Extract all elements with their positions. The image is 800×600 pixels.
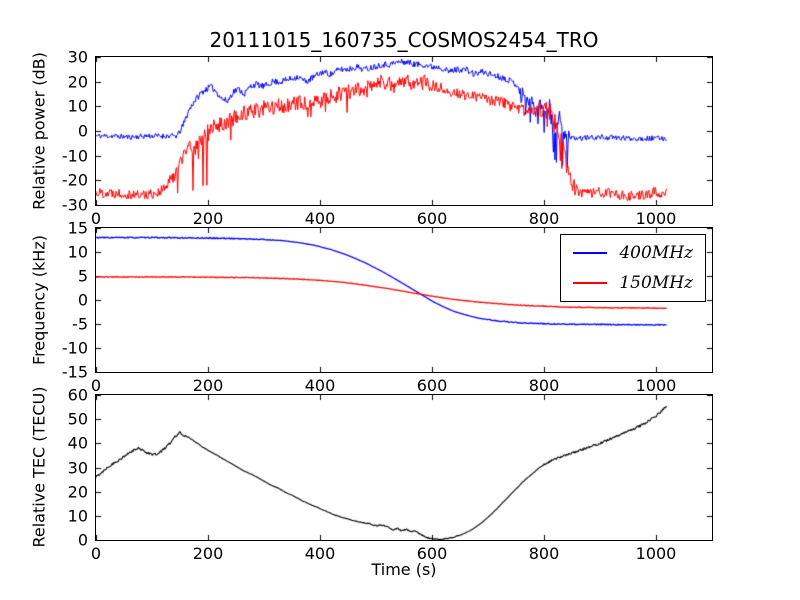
y-tick-label: -5 — [72, 314, 88, 334]
x-tick-label: 0 — [90, 376, 102, 395]
y-tick-label: -30 — [61, 195, 88, 215]
legend-line-400mhz-icon — [573, 252, 608, 254]
y-tick-label: 30 — [67, 47, 88, 67]
y-tick-label: 60 — [67, 385, 88, 405]
power-ylabel: Relative power (dB) — [29, 52, 49, 210]
x-tick-label: 600 — [416, 209, 448, 228]
y-tick-label: 20 — [67, 482, 88, 502]
legend-label-400mhz: 400MHz — [619, 243, 693, 263]
y-tick-label: 10 — [67, 242, 88, 262]
x-tick-label: 600 — [416, 544, 448, 563]
y-tick-label: 0 — [77, 530, 88, 550]
frequency-ylabel: Frequency (kHz) — [29, 235, 49, 365]
x-tick-label: 400 — [304, 376, 336, 395]
time-xlabel: Time (s) — [371, 560, 437, 579]
x-tick-label: 1000 — [635, 209, 677, 228]
chart-title: 20111015_160735_COSMOS2454_TRO — [209, 28, 599, 52]
y-tick-label: 10 — [67, 96, 88, 116]
x-tick-label: 0 — [90, 209, 102, 228]
x-tick-label: 0 — [90, 544, 102, 563]
x-tick-label: 600 — [416, 376, 448, 395]
legend: 400MHz 150MHz — [560, 234, 706, 302]
x-tick-label: 800 — [528, 544, 560, 563]
legend-entry-150mhz: 150MHz — [573, 273, 693, 293]
y-tick-label: 20 — [67, 72, 88, 92]
tec-ylabel: Relative TEC (TECU) — [29, 386, 49, 548]
y-tick-label: -15 — [61, 362, 88, 382]
x-tick-label: 800 — [528, 376, 560, 395]
legend-label-150mhz: 150MHz — [619, 273, 693, 293]
x-tick-label: 400 — [304, 209, 336, 228]
y-tick-label: 10 — [67, 506, 88, 526]
y-tick-label: -10 — [61, 338, 88, 358]
frequency-plot: 400MHz 150MHz — [95, 227, 713, 373]
legend-entry-400mhz: 400MHz — [573, 243, 693, 263]
y-tick-label: 0 — [77, 121, 88, 141]
y-tick-label: 30 — [67, 458, 88, 477]
x-tick-label: 1000 — [635, 544, 677, 563]
x-tick-label: 1000 — [635, 376, 677, 395]
y-tick-label: 15 — [67, 218, 88, 238]
y-tick-label: 0 — [77, 290, 88, 310]
x-tick-label: 200 — [192, 376, 224, 395]
y-tick-label: 5 — [77, 266, 88, 286]
tec-plot-canvas — [96, 395, 712, 540]
x-tick-label: 200 — [192, 544, 224, 563]
x-tick-label: 800 — [528, 209, 560, 228]
x-tick-label: 200 — [192, 209, 224, 228]
legend-line-150mhz-icon — [573, 282, 608, 284]
y-tick-label: 50 — [67, 409, 88, 429]
y-tick-label: -10 — [61, 146, 88, 166]
y-tick-label: 40 — [67, 433, 88, 453]
y-tick-label: -20 — [61, 170, 88, 190]
tec-plot — [95, 394, 713, 541]
x-tick-label: 400 — [304, 544, 336, 563]
power-plot-canvas — [96, 57, 712, 205]
power-plot — [95, 56, 713, 206]
